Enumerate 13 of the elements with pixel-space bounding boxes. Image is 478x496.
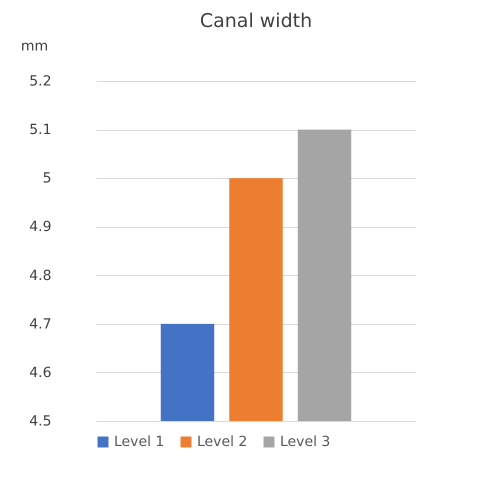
y-axis-title: mm xyxy=(20,38,48,54)
legend-label: Level 1 xyxy=(114,434,164,450)
legend-label: Level 2 xyxy=(197,434,248,450)
y-tick-label: 5.2 xyxy=(29,74,52,90)
chart-title: Canal width xyxy=(200,10,312,32)
y-tick-label: 5 xyxy=(42,170,52,187)
y-tick-label: 4.7 xyxy=(29,316,52,332)
y-tick-label: 4.8 xyxy=(29,268,52,284)
y-tick-label: 4.9 xyxy=(29,219,52,236)
legend-label: Level 3 xyxy=(280,434,330,450)
y-tick-label: 4.6 xyxy=(29,364,52,381)
y-tick-label: 5.1 xyxy=(29,122,52,138)
y-tick-label: 4.5 xyxy=(29,414,52,430)
